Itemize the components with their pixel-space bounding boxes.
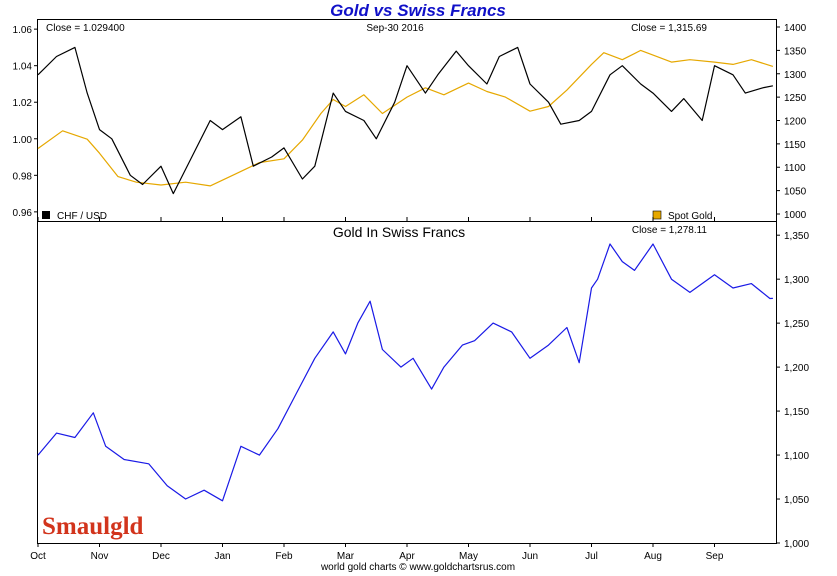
chart-title: Gold vs Swiss Francs (330, 1, 506, 20)
y-left-tick-label: 1.06 (13, 25, 33, 36)
series-layer (37, 46, 774, 502)
y-right-tick-label: 1,050 (784, 495, 809, 506)
x-tick-label: Jul (585, 551, 598, 562)
x-tick-label: Aug (644, 551, 662, 562)
y-right-tick-label: 1,150 (784, 407, 809, 418)
legend-swatch-chf (42, 211, 50, 219)
x-tick-label: May (459, 551, 478, 562)
y-right-tick-label: 1100 (784, 163, 806, 174)
series-line-spot-gold (37, 49, 774, 187)
series-line-chf-usd (37, 46, 774, 195)
top-date-label: Sep-30 2016 (366, 23, 424, 34)
x-tick-label: Nov (91, 551, 109, 562)
y-right-tick-label: 1,200 (784, 363, 809, 374)
x-axis: Oct Nov Dec Jan Feb Mar Apr May Jun Jul Aug Sep (30, 217, 724, 562)
top-close-left: Close = 1.029400 (46, 23, 125, 34)
bottom-close-right: Close = 1,278.11 (632, 225, 708, 236)
legend-label-gold: Spot Gold (668, 211, 712, 222)
top-panel-frame (37, 19, 777, 222)
top-close-right: Close = 1,315.69 (631, 23, 707, 34)
y-left-tick-label: 1.00 (13, 135, 33, 146)
y-right-tick-label: 1,100 (784, 451, 809, 462)
y-right-tick-label: 1150 (784, 140, 806, 151)
y-right-tick-label: 1400 (784, 23, 807, 34)
y-right-tick-label: 1350 (784, 46, 807, 57)
logo: Smaulgld (42, 513, 144, 540)
x-tick-label: Sep (706, 551, 724, 562)
y-right-tick-label: 1,000 (784, 539, 809, 550)
y-left-tick-label: 1.04 (13, 62, 33, 73)
y-right-tick-label: 1300 (784, 70, 807, 81)
x-tick-label: Jun (522, 551, 538, 562)
x-tick-label: Oct (30, 551, 46, 562)
series-line-gold-in-chf (37, 243, 773, 502)
x-tick-label: Feb (275, 551, 293, 562)
y-right-tick-label: 1250 (784, 93, 807, 104)
legend-swatch-gold (652, 210, 662, 220)
y-right-tick-label: 1,250 (784, 319, 809, 330)
y-right-tick-label: 1,350 (784, 231, 809, 242)
x-tick-label: Jan (214, 551, 230, 562)
y-right-tick-label: 1200 (784, 117, 807, 128)
y-left-tick-label: 1.02 (13, 98, 33, 109)
x-tick-label: Dec (152, 551, 170, 562)
bottom-panel-frame (37, 221, 777, 544)
top-right-axis: 1400 1350 1300 1250 1200 1150 1100 1050 1000 (776, 23, 807, 221)
x-tick-label: Apr (399, 551, 415, 562)
footer-credit: world gold charts © www.goldchartsrus.co… (320, 562, 515, 573)
y-right-tick-label: 1050 (784, 187, 807, 198)
x-tick-label: Mar (337, 551, 355, 562)
y-left-tick-label: 0.98 (13, 171, 33, 182)
y-right-tick-label: 1000 (784, 210, 807, 221)
legend-label-chf: CHF / USD (57, 211, 107, 222)
bottom-right-axis: 1,350 1,300 1,250 1,200 1,150 1,100 1,050 1,000 (776, 231, 809, 550)
bottom-chart-title: Gold In Swiss Francs (333, 224, 465, 240)
y-right-tick-label: 1,300 (784, 275, 809, 286)
top-left-axis: 1.06 1.04 1.02 1.00 0.98 0.96 (13, 25, 38, 219)
y-left-tick-label: 0.96 (13, 208, 33, 219)
